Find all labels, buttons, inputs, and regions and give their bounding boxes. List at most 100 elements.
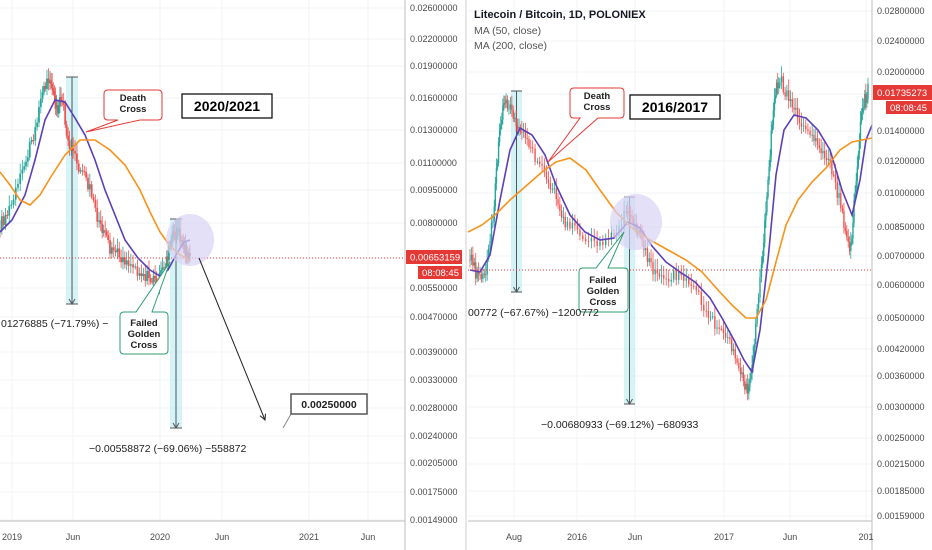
right-candle-body: [766, 197, 768, 212]
left-candle-body: [6, 214, 9, 216]
right-candle-body: [709, 316, 712, 318]
right-candle-body: [818, 144, 821, 149]
left-candle-body: [123, 257, 126, 265]
right-candle-body: [557, 199, 559, 205]
right-y-tick-label: 0.00600000: [877, 280, 925, 290]
left-candle-body: [166, 256, 169, 261]
left-candle-body: [87, 177, 89, 190]
left-y-tick-label: 0.02200000: [410, 34, 458, 44]
right-candle-body: [753, 343, 755, 357]
left-candle-body: [67, 135, 70, 141]
right-candle-body: [486, 258, 488, 275]
right-death-cross-line2: Cross: [584, 102, 611, 113]
right-candle-body: [564, 217, 566, 228]
right-candle-body: [847, 236, 849, 242]
right-candle-body: [793, 107, 795, 110]
left-candle-body: [102, 230, 105, 233]
left-y-tick-label: 0.02600000: [410, 3, 458, 13]
left-candle-body: [74, 151, 76, 154]
right-candle-body: [734, 349, 736, 359]
left-candle-body: [52, 87, 55, 91]
left-candle-body: [32, 140, 35, 142]
left-death-cross-line1: Death: [120, 93, 147, 104]
left-y-tick-label: 0.00550000: [410, 283, 458, 293]
right-candle-body: [798, 118, 801, 124]
left-candle-body: [77, 163, 80, 172]
right-candle-body: [652, 262, 654, 275]
right-candle-body: [809, 130, 811, 136]
right-candle-body: [562, 217, 565, 219]
right-candle-body: [746, 383, 749, 394]
right-candle-body: [602, 241, 604, 246]
right-candle-body: [844, 227, 847, 231]
right-candle-body: [683, 275, 685, 281]
left-candle-body: [81, 170, 84, 172]
right-y-axis-ticks: 0.02800000 0.02400000 0.02000000 0.01735273…: [877, 6, 925, 521]
right-candle-body: [650, 258, 652, 263]
right-candle-body: [778, 85, 780, 88]
right-candle-body: [560, 210, 563, 218]
right-candle-body: [494, 183, 497, 207]
left-candle-body: [109, 240, 111, 254]
left-x-tick-label: Jun: [215, 532, 230, 542]
left-candle-body: [56, 105, 59, 114]
right-y-tick-label: 0.00700000: [877, 251, 925, 261]
right-candle-body: [822, 150, 824, 154]
right-candle-body: [775, 82, 778, 96]
left-candle-body: [41, 92, 44, 99]
right-golden-cross-line3: Cross: [590, 297, 617, 308]
left-candle-body: [132, 264, 134, 268]
right-candle-body: [644, 248, 647, 250]
right-candle-body: [771, 124, 774, 131]
right-y-tick-label: 0.00300000: [877, 402, 925, 412]
right-candle-body: [824, 150, 826, 158]
left-target-box: [290, 393, 368, 415]
left-candle-body: [21, 169, 24, 174]
right-candle-body: [782, 76, 785, 93]
right-candle-body: [807, 129, 809, 131]
right-candle-body: [495, 168, 498, 184]
right-candle-body: [482, 273, 484, 280]
left-drop1-text: 01276885 (−71.79%) −: [1, 318, 108, 330]
right-candle-body: [530, 147, 532, 149]
right-candle-body: [718, 327, 720, 329]
right-golden-cross-line2: Golden: [587, 286, 620, 297]
right-x-axis-ticks: Aug 2016 Jun 2017 Jun 201: [506, 532, 874, 542]
right-golden-cross-line1: Failed: [589, 275, 617, 286]
right-candle-body: [851, 238, 853, 244]
left-candle-body: [105, 231, 108, 236]
right-candle-body: [840, 193, 842, 209]
right-label-box: [629, 94, 721, 120]
right-y-tick-label: 0.00360000: [877, 371, 925, 381]
right-candle-body: [796, 107, 799, 119]
right-candle-body: [841, 208, 844, 212]
left-candle-body: [68, 140, 71, 150]
left-candle-body: [38, 107, 40, 123]
right-y-tick-label: 0.00159000: [877, 511, 925, 521]
left-y-tick-label: 0.00175000: [410, 487, 458, 497]
right-candle-body: [864, 94, 866, 108]
right-x-tick-label: Jun: [628, 532, 643, 542]
right-candle-body: [736, 358, 738, 364]
right-candle-body: [748, 386, 750, 394]
right-candle-body: [472, 254, 474, 266]
right-candle-body: [834, 174, 837, 183]
right-candle-body: [770, 130, 772, 156]
left-target-pointer: [282, 413, 292, 429]
left-candle-body: [28, 142, 31, 158]
left-candle-body: [110, 247, 113, 254]
right-candle-body: [854, 192, 856, 201]
right-candle-body: [714, 316, 716, 329]
right-candles: [469, 66, 869, 401]
right-y-tick-label: 0.00250000: [877, 433, 925, 443]
left-candle-body: [127, 260, 130, 266]
right-candle-body: [673, 270, 675, 280]
left-candle-body: [99, 220, 102, 224]
left-y-tick-label: 0.00470000: [410, 312, 458, 322]
left-candle-body: [60, 96, 62, 101]
right-candle-body: [559, 204, 561, 211]
left-time-tag-bg: [418, 266, 462, 279]
right-candle-body: [768, 166, 770, 180]
right-candle-body: [479, 274, 481, 276]
left-candle-body: [53, 90, 56, 96]
